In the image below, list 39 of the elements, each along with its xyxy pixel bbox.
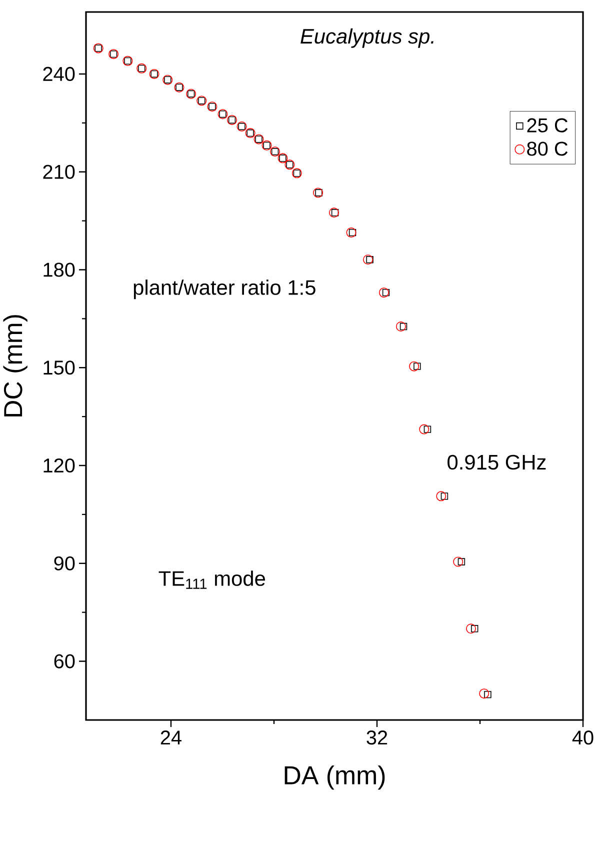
- y-tick-label: 180: [44, 262, 75, 277]
- point: [470, 625, 478, 632]
- y-tick-label: 150: [44, 360, 75, 375]
- point: [479, 688, 490, 699]
- legend-label: 80 C: [527, 142, 568, 156]
- point: [328, 208, 339, 218]
- point: [366, 256, 374, 264]
- x-axis-title: DA (mm): [284, 765, 385, 790]
- point: [414, 362, 421, 370]
- annotation: TE$_{111}$ mode: [158, 570, 266, 589]
- point: [436, 491, 446, 502]
- legend-label: 25 C: [527, 118, 568, 132]
- y-tick-label: 90: [54, 556, 75, 570]
- point: [382, 288, 390, 296]
- y-tick-label: 60: [54, 654, 75, 668]
- point: [453, 556, 464, 567]
- point: [419, 424, 430, 434]
- y-tick-label: 120: [44, 458, 75, 473]
- x-tick-label: 40: [572, 730, 594, 745]
- x-tick-label: 32: [366, 730, 388, 745]
- y-axis-title: DC (mm): [3, 315, 28, 416]
- point: [466, 624, 476, 634]
- point: [458, 558, 466, 566]
- y-tick-label: 240: [43, 66, 75, 82]
- x-tick-label: 24: [160, 730, 182, 744]
- point: [424, 426, 432, 433]
- point: [346, 228, 356, 238]
- point: [378, 288, 389, 298]
- annotation: plant/water ratio 1:5: [134, 280, 316, 300]
- annotation: Eucalyptus sp.: [300, 28, 434, 48]
- y-tick-label: 210: [43, 164, 75, 179]
- point: [484, 690, 492, 698]
- annotation: 0.915 GHz: [448, 454, 546, 470]
- point: [348, 228, 356, 236]
- point: [396, 322, 406, 332]
- point: [409, 361, 420, 372]
- point: [362, 254, 373, 265]
- point: [440, 492, 448, 500]
- point: [400, 322, 408, 330]
